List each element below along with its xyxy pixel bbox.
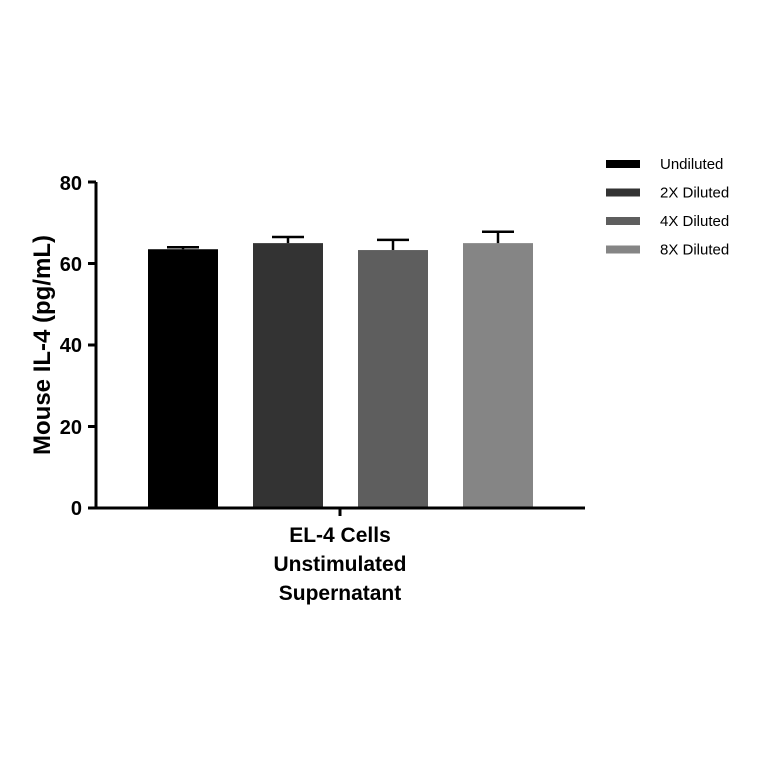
category-label-line: Supernatant — [279, 582, 402, 605]
legend-label: 2X Diluted — [660, 185, 729, 202]
y-tick-label: 60 — [60, 254, 82, 276]
x-category-label: EL-4 Cells Unstimulated Supernatant — [273, 524, 406, 605]
legend-label: 4X Diluted — [660, 213, 729, 230]
legend-swatch — [606, 245, 640, 254]
axes — [88, 180, 585, 516]
y-tick-label: 0 — [71, 498, 82, 520]
bar — [463, 243, 533, 508]
category-label-line: Unstimulated — [273, 553, 406, 576]
y-axis-title: Mouse IL-4 (pg/mL) — [29, 235, 56, 455]
legend-swatch — [606, 160, 640, 168]
legend-label: 8X Diluted — [660, 242, 729, 259]
category-label-line: EL-4 Cells — [289, 524, 391, 547]
legend-swatch — [606, 217, 640, 225]
y-tick-label: 40 — [60, 335, 82, 357]
legend-label: Undiluted — [660, 156, 723, 173]
y-tick-label: 80 — [60, 173, 82, 195]
bars — [148, 230, 533, 509]
bar — [253, 243, 323, 508]
bar — [148, 249, 218, 509]
y-axis-ticks: 0 20 40 60 80 — [60, 173, 82, 520]
bar — [358, 250, 428, 509]
legend: Undiluted 2X Diluted 4X Diluted 8X Diluted — [606, 156, 729, 259]
legend-swatch — [606, 188, 640, 197]
y-tick-label: 20 — [60, 417, 82, 439]
